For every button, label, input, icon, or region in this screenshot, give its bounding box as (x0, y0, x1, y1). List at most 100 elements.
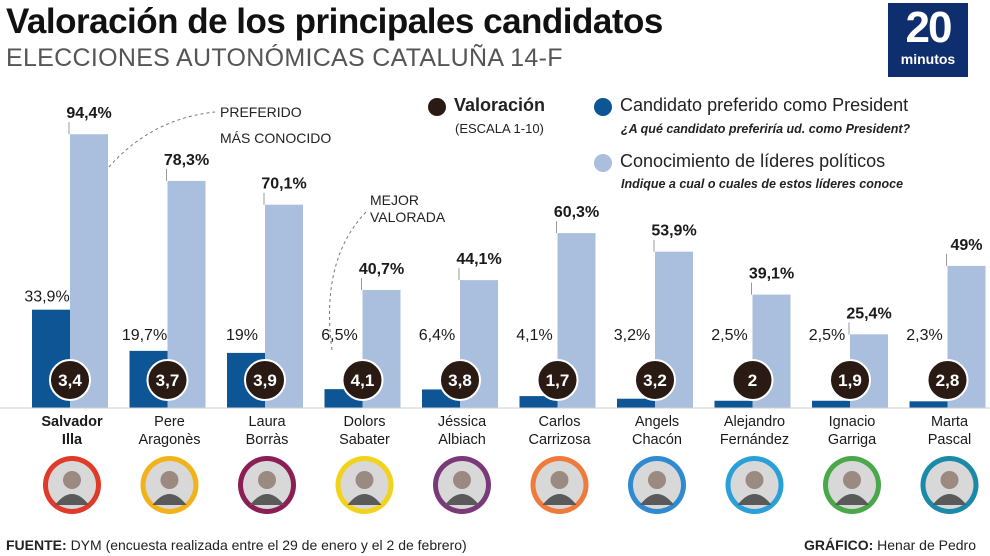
credit-text: Henar de Pedro (877, 537, 976, 553)
candidate-first-name: Dolors (344, 414, 386, 430)
label-preferido: 19% (226, 327, 258, 344)
label-preferido: 4,1% (516, 327, 552, 344)
portrait-head-icon (258, 471, 276, 489)
portrait-body-icon (737, 494, 772, 505)
source-text: DYM (encuesta realizada entre el 29 de e… (70, 537, 467, 553)
candidate-last-name: Garriga (828, 432, 877, 448)
portrait-head-icon (355, 471, 374, 489)
label-conocimiento: 40,7% (359, 261, 404, 278)
valoracion-label: 2 (748, 371, 757, 390)
valoracion-label: 3,4 (58, 371, 82, 390)
legend-label-valoracion: Valoración (454, 95, 546, 115)
candidate-first-name: Laura (248, 414, 286, 430)
candidate-last-name: Albiach (438, 432, 486, 448)
candidate-last-name: Aragonès (138, 432, 200, 448)
label-conocimiento: 78,3% (164, 152, 209, 169)
candidate-last-name: Borràs (246, 432, 289, 448)
annotation-line-preferido (93, 111, 216, 187)
valoracion-dot (341, 359, 384, 401)
logo-word: minutos (900, 51, 956, 67)
source-label: FUENTE: (6, 537, 67, 553)
portrait-body-icon (640, 494, 674, 505)
legend-sub-preferido: ¿A qué candidato preferiría ud. como Pre… (621, 122, 911, 136)
annotation-line-mejor (329, 211, 367, 351)
portrait-head-icon (160, 471, 179, 489)
portrait-head-icon (940, 471, 959, 489)
valoracion-label: 3,7 (156, 371, 180, 390)
bar-preferido (617, 398, 655, 408)
legend-conocimiento: Conocimiento de líderes políticos (594, 151, 885, 172)
portrait-body-icon (250, 494, 284, 505)
valoracion-label: 3,2 (643, 371, 667, 390)
portrait-head-icon (648, 471, 666, 489)
portrait-head-icon (843, 471, 861, 489)
label-conocimiento: 94,4% (66, 105, 111, 122)
valoracion-label: 3,9 (253, 371, 277, 390)
valoracion-label: 2,8 (936, 371, 960, 390)
candidate-last-name: Illa (62, 432, 83, 448)
bar-preferido (812, 400, 850, 408)
label-preferido: 6,4% (419, 327, 455, 344)
label-preferido: 33,9% (24, 289, 69, 306)
label-preferido: 2,5% (809, 327, 845, 344)
chart-subtitle: ELECCIONES AUTONÓMICAS CATALUÑA 14-F (6, 44, 563, 72)
candidate-first-name: Jéssica (438, 414, 487, 430)
candidate-first-name: Pere (154, 414, 185, 430)
credit-label: GRÁFICO: (804, 537, 874, 553)
candidate-first-name: Salvador (41, 414, 103, 430)
annotation-mejor: MEJOR (370, 192, 419, 208)
legend-preferido: Candidato preferido como President (594, 95, 908, 116)
valoracion-dot (536, 359, 579, 401)
valoracion-dot (829, 359, 871, 401)
candidate-first-name: Carlos (539, 414, 581, 430)
footer-source: FUENTE: DYM (encuesta realizada entre el… (6, 537, 467, 553)
label-preferido: 19,7% (122, 327, 167, 344)
legend-label-conocimiento: Conocimiento de líderes políticos (620, 151, 886, 171)
legend-dot-valoracion (428, 98, 446, 116)
valoracion-label: 1,9 (838, 371, 862, 390)
brand-logo: 20 minutos (888, 3, 968, 77)
candidate-first-name: Angels (635, 414, 679, 430)
valoracion-label: 3,8 (448, 371, 472, 390)
valoracion-dot (244, 359, 286, 401)
portrait-head-icon (63, 471, 81, 489)
label-conocimiento: 44,1% (456, 251, 501, 268)
candidate-last-name: Chacón (632, 432, 682, 448)
valoracion-dot (731, 359, 774, 401)
candidates-chart: 94,4% 33,9% 3,4 Salvador Illa 78,3% 19,7% 3,7 Pe… (0, 105, 990, 514)
portrait-head-icon (745, 471, 764, 489)
candidate-last-name: Carrizosa (528, 432, 591, 448)
portrait-body-icon (835, 494, 869, 505)
candidate-first-name: Ignacio (829, 414, 876, 430)
logo-number: 20 (905, 3, 953, 52)
label-preferido: 3,2% (614, 327, 650, 344)
valoracion-dot (146, 359, 189, 401)
portrait-head-icon (550, 471, 569, 489)
legend-sub-valoracion: (ESCALA 1-10) (455, 121, 544, 136)
label-preferido: 2,5% (711, 327, 747, 344)
label-conocimiento: 25,4% (846, 305, 891, 322)
portrait-head-icon (453, 471, 471, 489)
label-preferido: 2,3% (906, 327, 942, 344)
portrait-body-icon (347, 494, 382, 505)
label-preferido: 6,5% (321, 327, 357, 344)
portrait-body-icon (542, 494, 577, 505)
bar-preferido (909, 401, 948, 408)
legend-valoracion: Valoración (428, 95, 545, 116)
legend-dot-preferido (594, 98, 612, 116)
label-conocimiento: 70,1% (261, 176, 306, 193)
legend-dot-conocimiento (594, 154, 612, 172)
label-conocimiento: 53,9% (651, 223, 696, 240)
candidate-last-name: Sabater (339, 432, 390, 448)
bar-preferido (714, 400, 753, 408)
candidate-last-name: Fernández (720, 432, 789, 448)
legend-label-preferido: Candidato preferido como President (620, 95, 909, 115)
annotation-preferido: PREFERIDO (220, 104, 302, 120)
footer-credit: GRÁFICO: Henar de Pedro (804, 537, 976, 553)
legend-sub-conocimiento: Indique a cual o cuales de estos líderes… (621, 177, 904, 191)
annotation-conocido: MÁS CONOCIDO (220, 130, 332, 146)
valoracion-dot (439, 359, 481, 401)
portrait-body-icon (932, 494, 967, 505)
valoracion-label: 4,1 (351, 371, 375, 390)
valoracion-dot (926, 359, 969, 401)
